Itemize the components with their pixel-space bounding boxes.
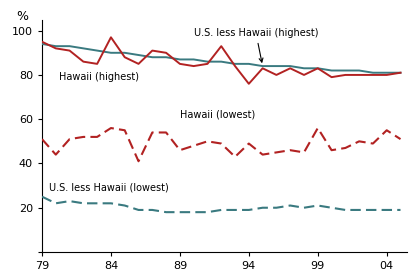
Text: %: % <box>16 10 29 23</box>
Text: U.S. less Hawaii (lowest): U.S. less Hawaii (lowest) <box>49 183 169 193</box>
Text: Hawaii (highest): Hawaii (highest) <box>58 72 139 82</box>
Text: U.S. less Hawaii (highest): U.S. less Hawaii (highest) <box>194 28 318 62</box>
Text: Hawaii (lowest): Hawaii (lowest) <box>180 110 255 120</box>
